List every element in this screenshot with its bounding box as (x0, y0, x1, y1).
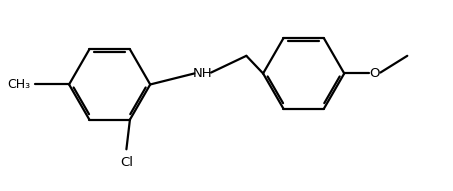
Text: O: O (369, 67, 380, 80)
Text: CH₃: CH₃ (7, 78, 30, 91)
Text: NH: NH (193, 67, 212, 80)
Text: Cl: Cl (120, 156, 133, 169)
